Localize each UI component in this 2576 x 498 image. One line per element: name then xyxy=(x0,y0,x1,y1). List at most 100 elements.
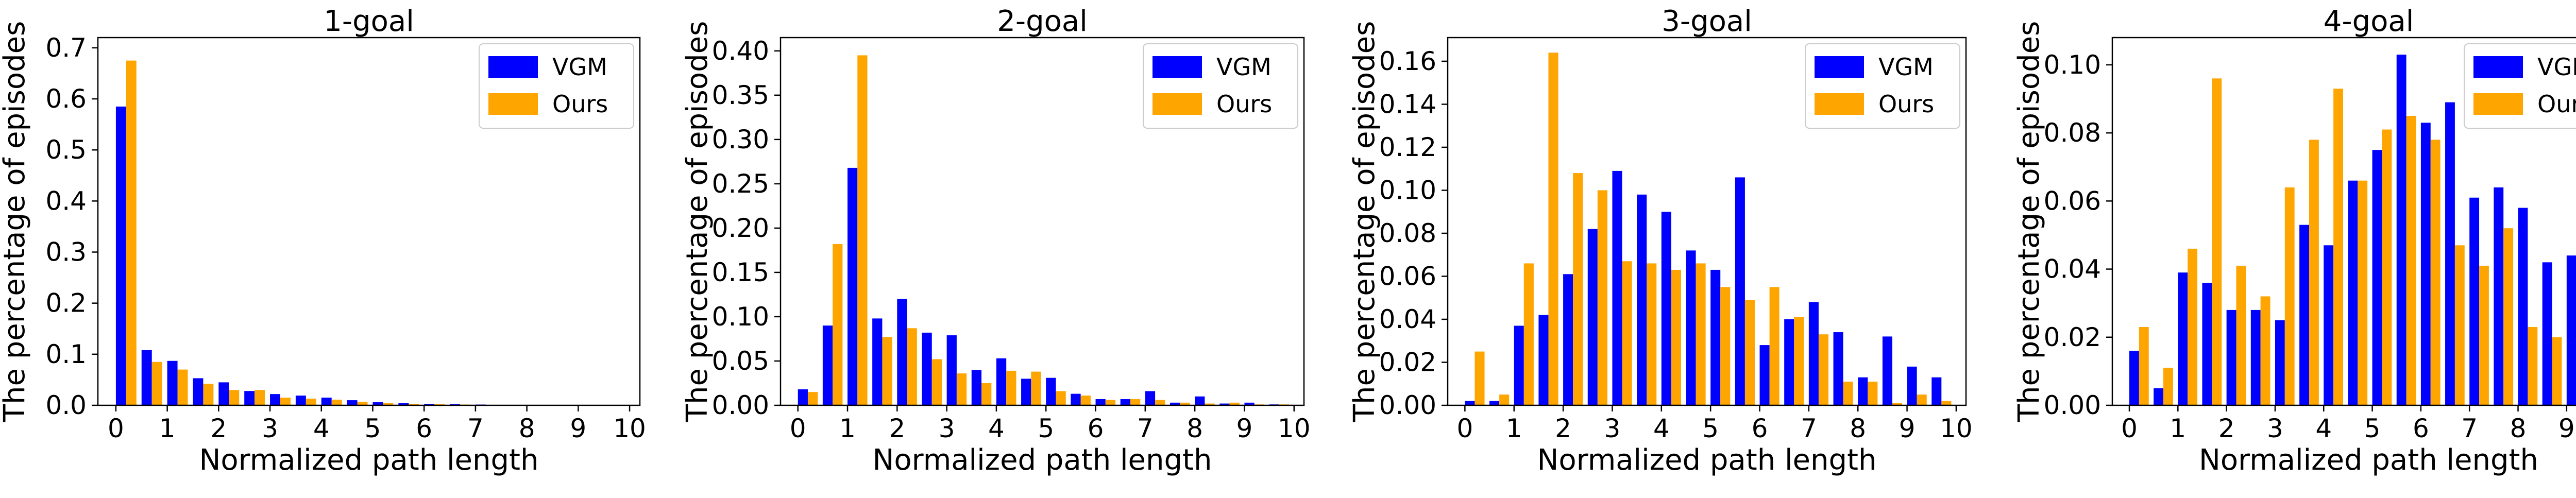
legend: VGM Ours xyxy=(1805,43,1960,129)
bar-vgm-6 xyxy=(1612,170,1622,405)
x-tick-label: 6 xyxy=(416,414,432,443)
bar-ours-15 xyxy=(2503,228,2514,405)
y-tick-label: 0.1 xyxy=(45,339,87,369)
bar-vgm-5 xyxy=(922,332,932,405)
bar-vgm-9 xyxy=(1686,250,1696,405)
bar-ours-12 xyxy=(1769,287,1780,405)
bar-ours-9 xyxy=(1031,371,1041,405)
bar-ours-10 xyxy=(2382,129,2392,405)
y-tick-label: 0.16 xyxy=(1379,46,1436,76)
y-tick-label: 0.02 xyxy=(1379,347,1436,377)
bar-vgm-3 xyxy=(1538,315,1549,405)
x-tick-label: 3 xyxy=(2267,414,2283,443)
y-tick-label: 0.08 xyxy=(2044,118,2101,148)
bar-vgm-1 xyxy=(1489,401,1500,405)
bar-vgm-8 xyxy=(321,398,332,406)
bar-ours-6 xyxy=(280,398,291,406)
y-tick-label: 0.30 xyxy=(712,125,769,154)
legend-label-ours: Ours xyxy=(1878,90,1934,118)
x-tick-label: 1 xyxy=(159,414,176,443)
bar-vgm-11 xyxy=(2396,55,2406,405)
plot-frame xyxy=(2111,37,2576,406)
bar-ours-5 xyxy=(2260,296,2270,405)
x-axis-label: Normalized path length xyxy=(199,443,539,477)
y-tick-label: 0.00 xyxy=(2044,390,2101,420)
bar-ours-0 xyxy=(807,392,818,405)
bar-vgm-0 xyxy=(798,389,808,405)
bar-ours-3 xyxy=(203,384,214,405)
y-tick-label: 0.25 xyxy=(712,169,769,199)
y-tick-label: 0.04 xyxy=(1379,304,1436,334)
bar-ours-18 xyxy=(1917,394,1927,405)
bar-vgm-18 xyxy=(2566,255,2576,405)
bar-ours-10 xyxy=(1720,287,1731,405)
bar-ours-13 xyxy=(1794,317,1804,405)
bar-vgm-9 xyxy=(2348,180,2358,405)
bar-vgm-2 xyxy=(848,167,858,405)
y-axis-label: The percentage of episodes xyxy=(1348,21,1381,423)
chart-title: 4-goal xyxy=(2324,5,2414,38)
bar-vgm-0 xyxy=(2129,351,2139,405)
bar-ours-13 xyxy=(2454,245,2465,405)
y-tick-label: 0.0 xyxy=(45,390,87,420)
x-tick-label: 10 xyxy=(1940,414,1973,443)
bar-ours-17 xyxy=(2552,337,2562,405)
bar-vgm-12 xyxy=(2420,123,2431,405)
y-tick-label: 0.04 xyxy=(2044,254,2101,284)
bar-vgm-10 xyxy=(2372,150,2382,405)
bar-vgm-10 xyxy=(1046,377,1056,405)
y-axis-label: The percentage of episodes xyxy=(0,21,31,423)
x-tick-label: 6 xyxy=(2413,414,2429,443)
legend-swatch-ours xyxy=(1153,93,1202,115)
bar-vgm-10 xyxy=(372,402,383,405)
x-tick-label: 2 xyxy=(1555,414,1571,443)
bar-vgm-12 xyxy=(1095,399,1106,405)
bar-ours-11 xyxy=(1080,396,1091,405)
legend-label-vgm: VGM xyxy=(552,53,607,81)
bar-vgm-14 xyxy=(2469,197,2480,405)
legend-swatch-ours xyxy=(1815,93,1864,115)
bar-vgm-1 xyxy=(2154,388,2164,405)
y-tick-label: 0.06 xyxy=(2044,186,2101,216)
bar-vgm-9 xyxy=(347,400,358,405)
bar-ours-5 xyxy=(255,390,265,405)
bar-vgm-1 xyxy=(141,350,152,405)
bar-vgm-15 xyxy=(1833,332,1843,405)
bar-vgm-6 xyxy=(946,335,957,405)
bar-vgm-4 xyxy=(897,299,907,405)
bar-ours-10 xyxy=(383,403,394,405)
bar-ours-4 xyxy=(2236,265,2246,405)
y-tick-label: 0.02 xyxy=(2044,322,2101,352)
bar-ours-12 xyxy=(2430,140,2441,406)
bar-ours-7 xyxy=(981,383,992,405)
x-tick-label: 1 xyxy=(1506,414,1522,443)
x-tick-label: 5 xyxy=(365,414,381,443)
bar-ours-12 xyxy=(1105,400,1116,405)
y-tick-label: 0.14 xyxy=(1379,89,1436,119)
legend-label-vgm: VGM xyxy=(2537,53,2576,81)
bar-ours-16 xyxy=(2528,327,2538,405)
bar-ours-6 xyxy=(1622,261,1632,405)
bar-ours-0 xyxy=(126,60,137,406)
bar-ours-1 xyxy=(151,362,162,405)
chart-panel-1: 0 1 2 3 4 5 6 7 8 9 10 0.0 0.1 0.2 0.3 0.4 0.5 0.6 0.7 1-go… xyxy=(0,5,646,477)
bar-vgm-7 xyxy=(1637,194,1647,405)
bar-vgm-6 xyxy=(2275,320,2285,405)
bar-vgm-5 xyxy=(2250,310,2261,405)
legend-swatch-vgm xyxy=(2473,56,2523,78)
bar-ours-0 xyxy=(1475,351,1485,405)
x-tick-label: 4 xyxy=(1653,414,1670,443)
y-axis-label: The percentage of episodes xyxy=(681,21,714,423)
bar-ours-3 xyxy=(2212,78,2222,405)
y-tick-label: 0.10 xyxy=(1379,175,1436,205)
plot-frame xyxy=(1447,37,1967,406)
x-tick-label: 0 xyxy=(1456,414,1473,443)
bar-vgm-2 xyxy=(167,360,178,405)
bar-vgm-3 xyxy=(193,378,204,405)
bar-ours-10 xyxy=(1056,391,1066,405)
bar-vgm-11 xyxy=(398,403,409,405)
x-tick-label: 10 xyxy=(1278,414,1311,443)
bar-vgm-5 xyxy=(1587,229,1598,405)
bar-vgm-11 xyxy=(1735,177,1745,405)
